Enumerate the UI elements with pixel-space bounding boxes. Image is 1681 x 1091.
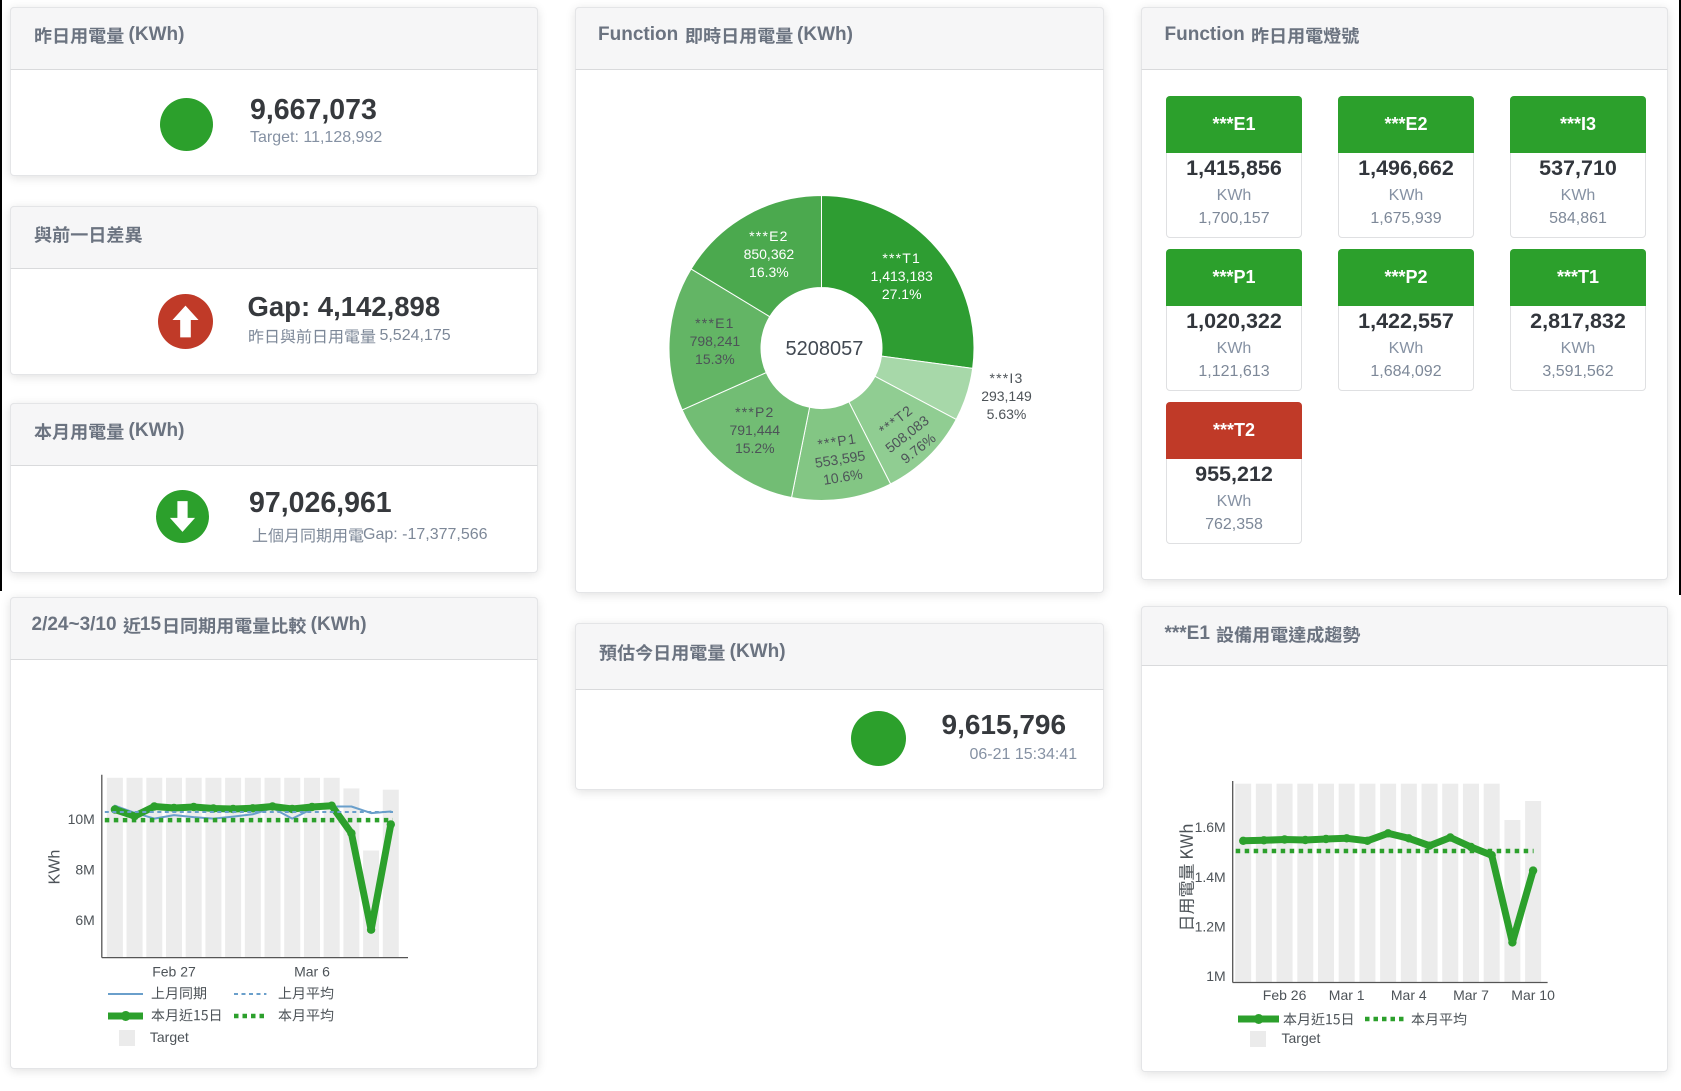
svg-text:Mar 10: Mar 10 (1511, 987, 1555, 1003)
svg-text:Mar 4: Mar 4 (1391, 987, 1427, 1003)
svg-text:1.6M: 1.6M (1195, 819, 1226, 835)
svg-text:1.4M: 1.4M (1195, 869, 1226, 885)
svg-text:1.2M: 1.2M (1195, 919, 1226, 935)
svg-text:8M: 8M (75, 862, 94, 878)
svg-text:10M: 10M (68, 811, 95, 827)
svg-text:Mar 6: Mar 6 (294, 963, 330, 979)
svg-text:Feb 27: Feb 27 (152, 963, 196, 979)
svg-text:1M: 1M (1206, 968, 1225, 984)
svg-text:6M: 6M (75, 912, 94, 928)
svg-text:Mar 7: Mar 7 (1453, 987, 1489, 1003)
svg-text:Feb 26: Feb 26 (1263, 987, 1307, 1003)
svg-text:Mar 1: Mar 1 (1329, 987, 1365, 1003)
